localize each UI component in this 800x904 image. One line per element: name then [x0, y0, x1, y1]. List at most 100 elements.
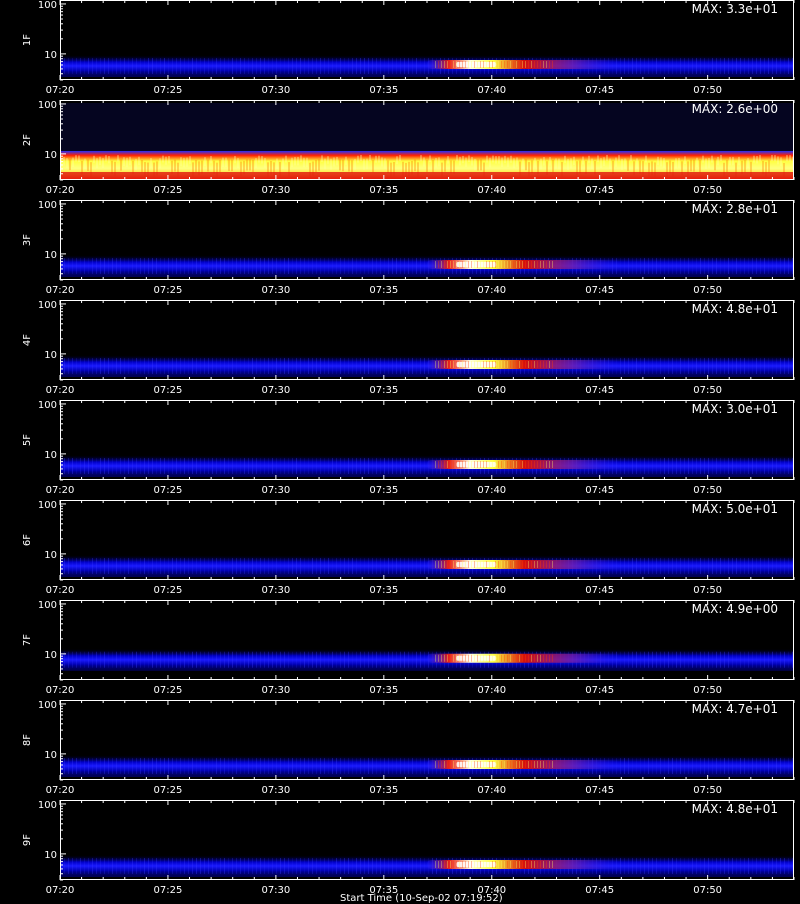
x-tick-label: 07:40 — [477, 85, 506, 96]
texture-stripe — [188, 257, 189, 274]
x-tick-label: 07:20 — [46, 185, 75, 196]
texture-stripe — [64, 57, 65, 74]
texture-stripe — [84, 757, 85, 774]
texture-stripe — [204, 57, 205, 74]
texture-stripe — [392, 651, 393, 668]
texture-stripe — [212, 757, 213, 774]
x-tick-label: 07:30 — [261, 885, 290, 896]
texture-stripe — [80, 357, 81, 374]
texture-stripe — [92, 651, 93, 668]
texture-stripe — [135, 158, 137, 170]
texture-stripe — [777, 156, 779, 165]
texture-stripe — [396, 257, 397, 274]
texture-stripe — [684, 257, 685, 274]
texture-stripe — [224, 757, 225, 774]
flare-texture — [483, 460, 484, 468]
flare-texture — [489, 860, 490, 868]
flare-peak — [456, 561, 497, 567]
texture-stripe — [678, 158, 680, 168]
texture-stripe — [268, 757, 269, 774]
texture-stripe — [272, 457, 273, 474]
texture-stripe — [80, 757, 81, 774]
flare-texture — [489, 360, 490, 368]
texture-stripe — [717, 156, 719, 166]
texture-stripe — [296, 457, 297, 474]
texture-stripe — [164, 257, 165, 274]
texture-stripe — [339, 159, 341, 171]
texture-stripe — [756, 156, 758, 164]
texture-stripe — [280, 857, 281, 874]
texture-stripe — [102, 158, 104, 168]
flare-texture — [465, 460, 466, 468]
y-tick-label: 10 — [44, 350, 57, 361]
flare-texture — [471, 260, 472, 268]
texture-stripe — [104, 57, 105, 74]
texture-stripe — [108, 257, 109, 274]
texture-stripe — [196, 57, 197, 74]
texture-stripe — [555, 158, 557, 169]
texture-stripe — [76, 757, 77, 774]
texture-stripe — [388, 357, 389, 374]
texture-stripe — [172, 857, 173, 874]
texture-stripe — [124, 357, 125, 374]
texture-stripe — [696, 257, 697, 274]
flare-texture — [507, 60, 508, 68]
texture-stripe — [636, 857, 637, 874]
texture-stripe — [720, 857, 721, 874]
texture-stripe — [232, 857, 233, 874]
texture-stripe — [208, 557, 209, 574]
texture-stripe — [252, 357, 253, 374]
texture-stripe — [416, 57, 417, 74]
texture-stripe — [468, 155, 470, 162]
texture-stripe — [636, 651, 637, 668]
texture-stripe — [615, 157, 617, 167]
texture-stripe — [676, 557, 677, 574]
flare-texture — [435, 860, 436, 868]
texture-stripe — [80, 257, 81, 274]
flare-texture — [486, 260, 487, 268]
texture-stripe — [405, 162, 407, 179]
texture-stripe — [640, 757, 641, 774]
texture-stripe — [368, 757, 369, 774]
texture-stripe — [720, 457, 721, 474]
texture-stripe — [660, 357, 661, 374]
flare-texture — [471, 460, 472, 468]
flare-texture — [441, 560, 442, 568]
texture-stripe — [228, 57, 229, 74]
texture-stripe — [228, 257, 229, 274]
texture-stripe — [420, 651, 421, 668]
texture-stripe — [200, 857, 201, 874]
texture-stripe — [184, 651, 185, 668]
texture-stripe — [156, 257, 157, 274]
texture-stripe — [284, 257, 285, 274]
texture-stripe — [148, 557, 149, 574]
texture-stripe — [84, 457, 85, 474]
texture-stripe — [756, 757, 757, 774]
texture-stripe — [156, 651, 157, 668]
lower-band — [60, 870, 794, 877]
x-tick-label: 07:40 — [477, 485, 506, 496]
flare-texture — [453, 360, 454, 368]
texture-stripe — [342, 159, 344, 172]
x-tick-label: 07:25 — [154, 385, 183, 396]
texture-stripe — [744, 457, 745, 474]
flare-texture — [480, 760, 481, 768]
texture-stripe — [423, 157, 425, 167]
texture-stripe — [519, 161, 521, 176]
texture-stripe — [364, 757, 365, 774]
flare-texture — [450, 260, 451, 268]
lower-band — [60, 770, 794, 777]
texture-stripe — [364, 57, 365, 74]
flare-texture — [465, 860, 466, 868]
texture-stripe — [680, 357, 681, 374]
texture-stripe — [272, 757, 273, 774]
flare-texture — [474, 60, 475, 68]
texture-stripe — [760, 257, 761, 274]
texture-stripe — [208, 257, 209, 274]
texture-stripe — [172, 651, 173, 668]
flare-texture — [438, 460, 439, 468]
texture-stripe — [732, 257, 733, 274]
texture-stripe — [632, 857, 633, 874]
texture-stripe — [128, 557, 129, 574]
flare-texture — [492, 860, 493, 868]
